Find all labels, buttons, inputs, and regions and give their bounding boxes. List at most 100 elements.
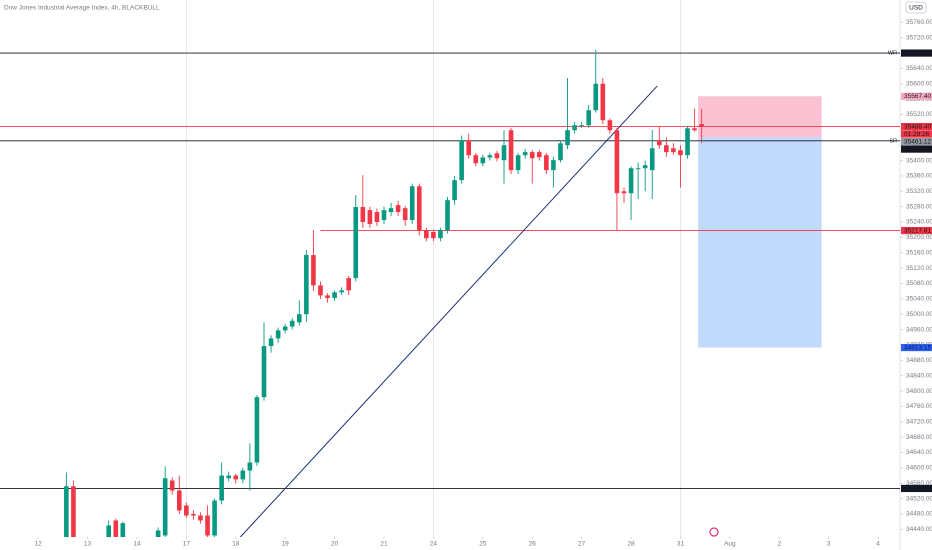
price-badge-label: 35567.40 — [904, 93, 931, 100]
candle-body — [501, 145, 507, 161]
level-name: WR — [888, 51, 897, 57]
x-tick-label: 27 — [578, 541, 586, 548]
candle-body — [551, 160, 556, 171]
candle-body — [656, 140, 662, 146]
x-tick-label: 2 — [777, 541, 781, 548]
y-tick-label: 34520.00 — [906, 495, 932, 502]
y-tick-label: 35200.00 — [906, 234, 932, 241]
logo-icon — [709, 527, 719, 537]
y-tick-label: 35720.00 — [906, 34, 932, 41]
candle-body — [558, 143, 563, 161]
candle-body — [438, 230, 443, 239]
price-badge — [901, 484, 932, 493]
candle-body — [191, 513, 196, 516]
x-tick-label: 20 — [331, 541, 339, 548]
candle-body — [635, 168, 641, 170]
candle-body — [685, 128, 690, 156]
candle-body — [304, 255, 309, 315]
x-tick-label: 24 — [430, 541, 438, 548]
candle-body — [487, 155, 493, 158]
candle-body — [339, 290, 344, 293]
candle-body — [480, 157, 486, 164]
candle-body — [318, 285, 323, 296]
candle-body — [311, 255, 316, 286]
y-tick-label: 35640.00 — [906, 65, 932, 72]
y-tick-label: 34560.00 — [906, 480, 932, 487]
countdown-badge — [901, 130, 932, 138]
candle-body — [275, 330, 281, 339]
x-tick-label: 14 — [133, 541, 141, 548]
y-tick-label: 35280.00 — [906, 203, 932, 210]
y-tick-label: 34680.00 — [906, 434, 932, 441]
candle-body — [332, 292, 337, 299]
price-badge-label: 35679.81 — [904, 50, 931, 57]
y-tick-label: 34720.00 — [906, 418, 932, 425]
candle-body — [600, 83, 606, 121]
price-badge — [901, 138, 932, 146]
candle-body — [579, 125, 584, 127]
candle-body — [64, 486, 69, 537]
price-badge — [901, 343, 932, 352]
x-tick-label: 31 — [677, 541, 685, 548]
x-tick-label: 3 — [827, 541, 831, 548]
candle-body — [452, 180, 457, 201]
x-tick-label: 21 — [380, 541, 388, 548]
candle-body — [522, 152, 528, 156]
x-tick-label: 17 — [183, 541, 191, 548]
y-tick-label: 34840.00 — [906, 372, 932, 379]
candle-body — [699, 124, 704, 127]
x-tick-label: 19 — [282, 541, 290, 548]
y-tick-label: 35000.00 — [906, 311, 932, 318]
target-zone — [698, 137, 822, 348]
candle-body — [572, 125, 577, 131]
candle-body — [565, 130, 570, 146]
candle-body — [494, 153, 500, 159]
candle-body — [388, 208, 394, 213]
currency[interactable]: USD — [909, 5, 923, 12]
x-tick-label: Aug — [724, 541, 736, 548]
x-tick-label: 18 — [232, 541, 240, 548]
candle-body — [628, 168, 634, 194]
x-tick-label: 25 — [479, 541, 487, 548]
y-tick-label: 35120.00 — [906, 265, 932, 272]
candle-body — [395, 205, 401, 213]
candle-body — [466, 140, 472, 156]
y-tick-label: 35080.00 — [906, 280, 932, 287]
candle-body — [459, 140, 464, 181]
x-tick-label: 28 — [627, 541, 635, 548]
price-badge — [901, 49, 932, 57]
countdown: 01:29:26 — [904, 131, 930, 138]
candle-body — [409, 186, 415, 221]
candle-body — [198, 515, 203, 521]
candle-body — [586, 110, 592, 126]
candle-body — [360, 207, 366, 223]
y-tick-label: 34640.00 — [906, 449, 932, 456]
candle-body — [424, 230, 429, 239]
candle-body — [367, 210, 373, 224]
currency-box[interactable] — [905, 1, 927, 14]
candle-body — [381, 210, 387, 221]
y-tick-label: 35440.00 — [906, 142, 932, 149]
candle-body — [692, 128, 697, 131]
candle-body — [176, 490, 182, 511]
candle-body — [247, 462, 253, 471]
candle-body — [325, 295, 330, 299]
y-tick-label: 35360.00 — [906, 173, 932, 180]
candle-body — [240, 470, 246, 480]
candle-body — [508, 130, 514, 171]
y-tick-label: 35600.00 — [906, 80, 932, 87]
price-badge — [901, 92, 932, 100]
chart-title: Dow Jones Industrial Average Index, 4h, … — [4, 5, 160, 12]
y-tick-label: 35520.00 — [906, 111, 932, 118]
price-badge-label: 35488.40 — [904, 123, 931, 130]
candle-body — [621, 191, 627, 194]
price-badge — [901, 123, 932, 131]
price-badge — [901, 145, 932, 153]
candle-body — [261, 346, 267, 398]
y-tick-label: 35160.00 — [906, 249, 932, 256]
x-tick-label: 12 — [35, 541, 43, 548]
candle-body — [529, 152, 535, 159]
y-tick-label: 34960.00 — [906, 326, 932, 333]
candle-body — [473, 155, 479, 164]
candle-body — [113, 520, 119, 537]
